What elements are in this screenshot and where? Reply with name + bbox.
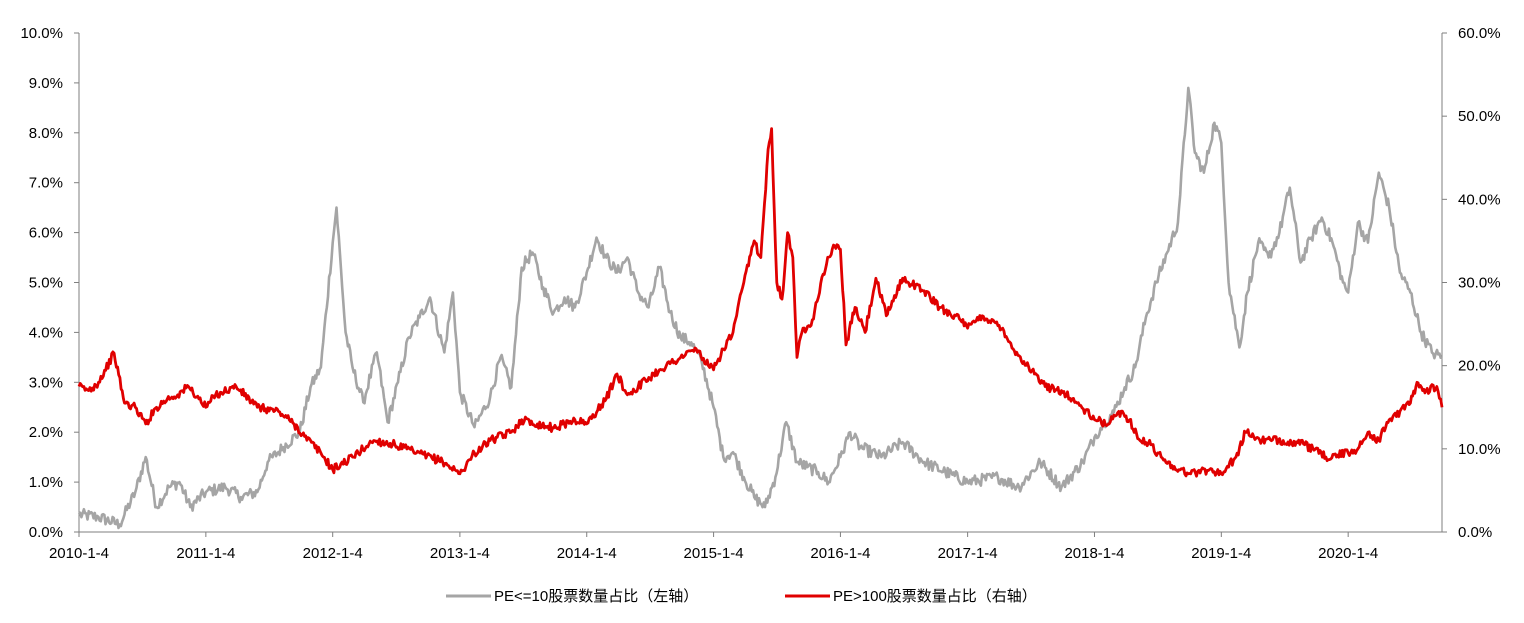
legend-label: PE<=10股票数量占比（左轴） (494, 588, 698, 605)
x-tick-label: 2011-1-4 (176, 545, 235, 562)
x-tick-label: 2020-1-4 (1318, 545, 1378, 562)
x-tick-label: 2012-1-4 (303, 545, 363, 562)
x-tick-label: 2017-1-4 (938, 545, 998, 562)
left-y-tick-label: 4.0% (29, 324, 63, 341)
left-y-tick-label: 0.0% (29, 524, 63, 541)
left-y-tick-label: 5.0% (29, 275, 63, 292)
right-y-tick-label: 50.0% (1458, 108, 1501, 125)
right-y-tick-label: 60.0% (1458, 25, 1501, 42)
x-tick-label: 2010-1-4 (49, 545, 109, 562)
right-y-tick-label: 10.0% (1458, 441, 1501, 458)
x-tick-label: 2013-1-4 (430, 545, 490, 562)
x-tick-label: 2014-1-4 (557, 545, 617, 562)
axes: 0.0% 1.0% 2.0% 3.0% 4.0% 5.0% 6.0% 7.0% 8.0% 9.0%… (20, 25, 1500, 562)
right-y-tick-label: 0.0% (1458, 524, 1492, 541)
series-line-pe-le-10 (77, 86, 1443, 530)
left-y-tick-label: 10.0% (20, 25, 63, 42)
right-y-tick-label: 40.0% (1458, 191, 1501, 208)
legend: PE<=10股票数量占比（左轴） PE>100股票数量占比（右轴） (446, 588, 1037, 605)
left-y-tick-label: 6.0% (29, 225, 63, 242)
legend-label: PE>100股票数量占比（右轴） (833, 588, 1037, 605)
x-tick-label: 2016-1-4 (810, 545, 870, 562)
series-layer (77, 86, 1444, 530)
left-y-tick-label: 2.0% (29, 424, 63, 441)
left-y-tick-label: 9.0% (29, 75, 63, 92)
x-tick-label: 2019-1-4 (1191, 545, 1251, 562)
x-tick-label: 2018-1-4 (1064, 545, 1124, 562)
series-line-pe-gt-100 (77, 127, 1444, 478)
left-y-tick-label: 3.0% (29, 374, 63, 391)
right-y-tick-label: 30.0% (1458, 275, 1501, 292)
x-tick-label: 2015-1-4 (684, 545, 744, 562)
left-y-tick-label: 7.0% (29, 175, 63, 192)
left-y-tick-label: 8.0% (29, 125, 63, 142)
right-y-tick-label: 20.0% (1458, 358, 1501, 375)
left-y-tick-label: 1.0% (29, 474, 63, 491)
